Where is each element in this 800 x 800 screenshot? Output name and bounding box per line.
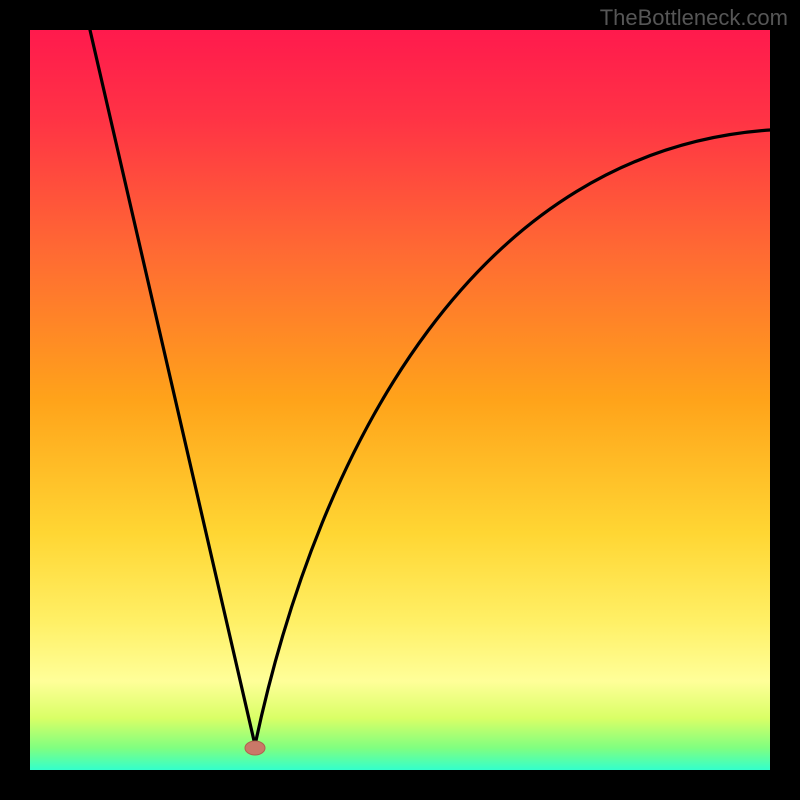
bottleneck-chart	[30, 30, 770, 770]
chart-container	[30, 30, 770, 770]
chart-background	[30, 30, 770, 770]
watermark-text: TheBottleneck.com	[600, 5, 788, 31]
minimum-marker	[245, 741, 265, 755]
